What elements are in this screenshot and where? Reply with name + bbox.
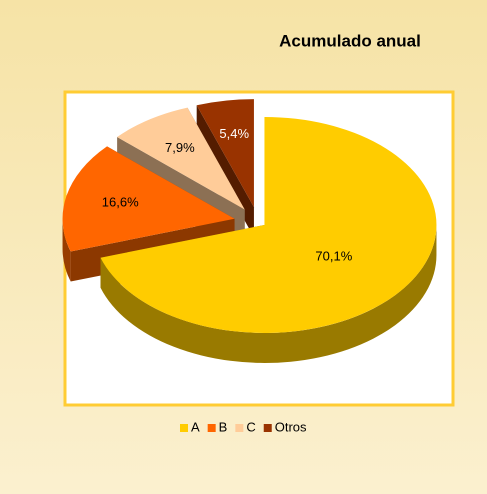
legend-label: B — [219, 419, 228, 434]
legend-label: C — [246, 419, 255, 434]
data-label: 7,9% — [165, 140, 195, 155]
slice-side — [100, 224, 437, 363]
data-label: 16,6% — [102, 195, 139, 210]
slice — [100, 116, 437, 333]
slice-side — [62, 218, 71, 282]
legend-label: A — [191, 419, 200, 434]
data-label: 5,4% — [219, 126, 249, 141]
chart-title: Acumulado anual — [279, 31, 421, 50]
slice — [62, 146, 235, 252]
legend-marker — [263, 424, 272, 432]
slice — [100, 116, 437, 363]
legend-label: Otros — [275, 419, 307, 434]
slice — [196, 99, 254, 208]
slice — [117, 107, 245, 210]
legend-marker — [235, 424, 244, 432]
legend-marker — [180, 424, 188, 432]
legend-marker — [207, 424, 216, 432]
data-label: 70,1% — [315, 248, 352, 263]
